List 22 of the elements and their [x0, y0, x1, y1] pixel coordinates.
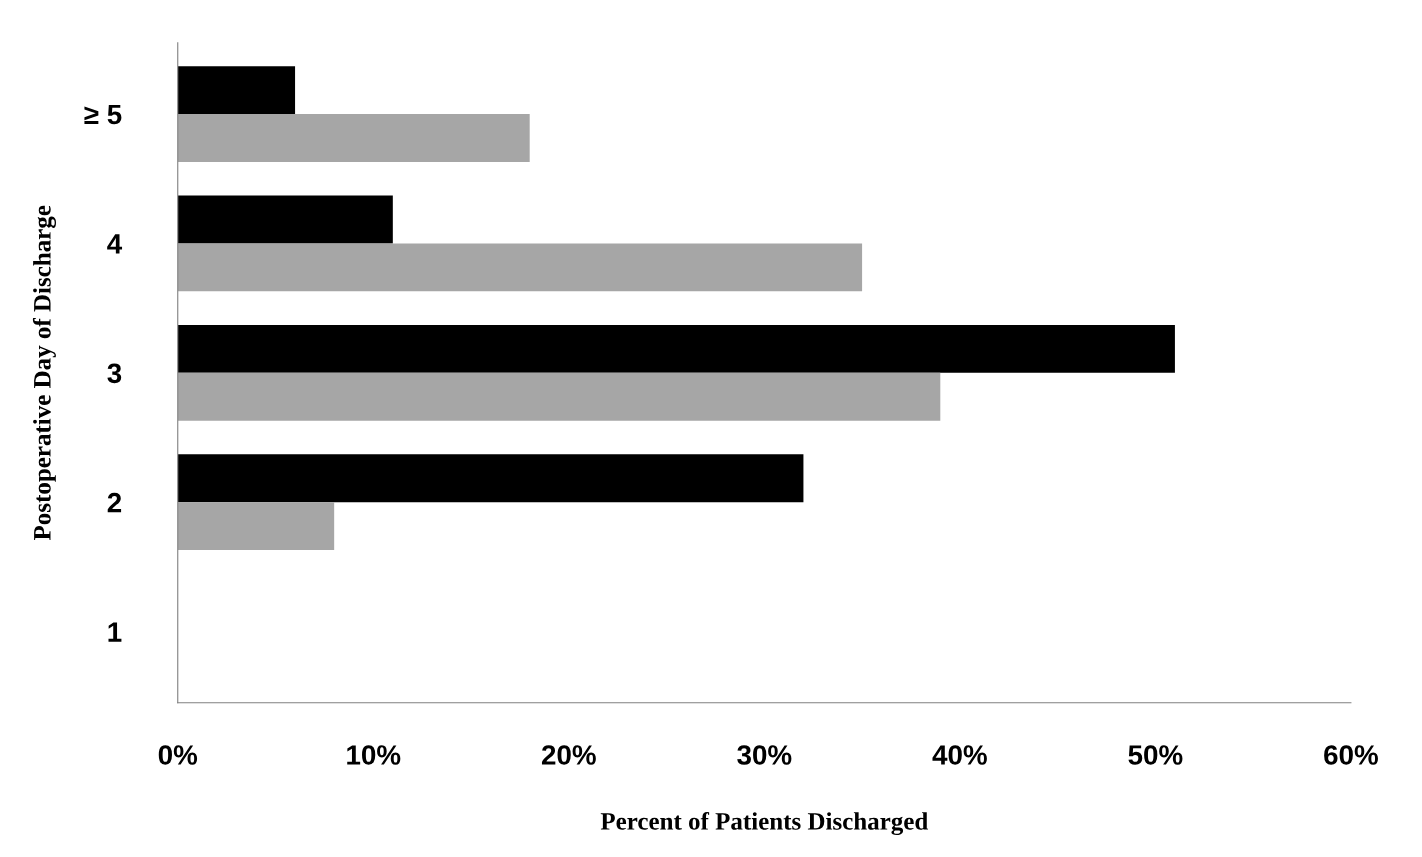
bar [177, 195, 393, 244]
bar [177, 372, 941, 421]
y-tick-label: 1 [108, 622, 122, 642]
x-axis-title: Percent of Patients Discharged [600, 811, 929, 836]
x-tick-label: 40% [932, 745, 987, 765]
x-tick-label: 20% [541, 745, 596, 765]
bar [177, 454, 804, 503]
y-tick-label: 3 [107, 363, 122, 384]
x-tick-label: 0% [158, 745, 198, 765]
bar [177, 502, 335, 551]
bar [177, 114, 530, 162]
x-tick-label: 50% [1128, 745, 1183, 765]
x-tick-label: 30% [737, 745, 792, 765]
bar [177, 66, 296, 115]
y-tick-label: 4 [107, 234, 123, 254]
bar [177, 243, 863, 292]
x-tick-label: 60% [1324, 745, 1378, 765]
y-axis-title: Postoperative Day of Discharge [32, 205, 57, 541]
bar [177, 324, 1175, 373]
y-tick-label: 2 [107, 492, 122, 513]
x-tick-label: 10% [347, 745, 401, 765]
y-tick-label: ≥ 5 [84, 104, 122, 125]
